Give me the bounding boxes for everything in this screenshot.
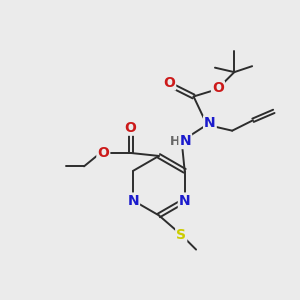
- Text: O: O: [98, 146, 109, 160]
- Text: S: S: [176, 228, 186, 242]
- Text: O: O: [163, 76, 175, 89]
- Text: O: O: [125, 121, 136, 135]
- Text: H: H: [170, 135, 180, 148]
- Text: N: N: [179, 134, 191, 148]
- Text: N: N: [179, 194, 190, 208]
- Text: O: O: [212, 82, 224, 95]
- Text: N: N: [128, 194, 139, 208]
- Text: N: N: [204, 116, 216, 130]
